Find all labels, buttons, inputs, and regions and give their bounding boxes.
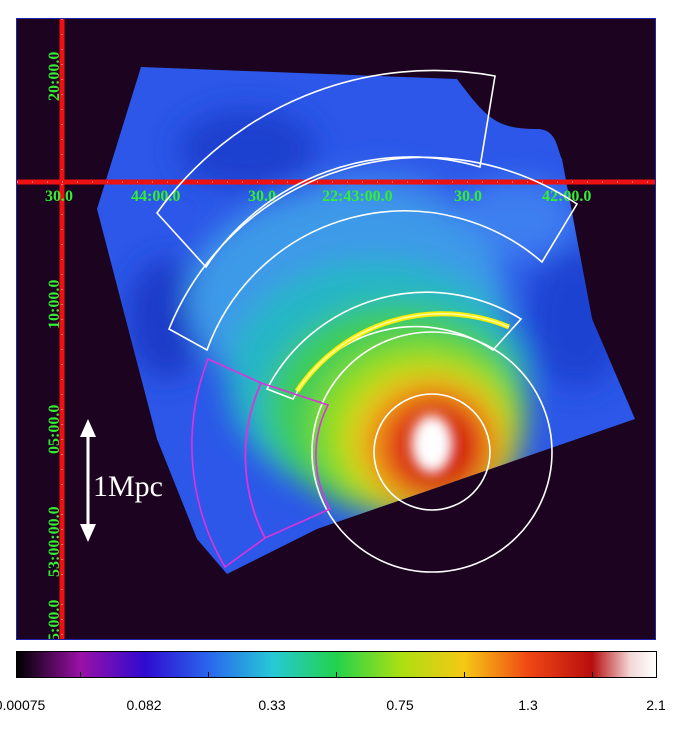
ra-label: 22:43:00.0 <box>322 188 393 205</box>
colorbar <box>16 651 657 678</box>
ra-label: 44:00.0 <box>131 188 180 205</box>
scale-bar: 1Mpc <box>80 419 163 542</box>
dec-label: 05:00.0 <box>46 405 63 454</box>
image-frame: 30.0 44:00.0 30.0 22:43:00.0 30.0 42:00.… <box>16 18 656 640</box>
colorbar-label: 2.1 <box>646 697 666 713</box>
colorbar-label: 0.00075 <box>0 697 46 713</box>
colorbar-label: 1.3 <box>518 697 538 713</box>
dec-label: 5:00.0 <box>46 600 63 640</box>
ra-label: 30.0 <box>454 188 482 205</box>
middle-sector-region <box>167 156 579 352</box>
magenta-inner-sector <box>244 382 332 540</box>
dec-label: 10:00.0 <box>46 280 63 329</box>
colorbar-label: 0.082 <box>126 697 162 713</box>
ra-label: 30.0 <box>45 188 73 205</box>
dec-label: 53:00:00.0 <box>46 506 63 577</box>
colorbar-label: 0.33 <box>258 697 286 713</box>
observed-field <box>97 67 635 574</box>
ra-label: 30.0 <box>248 188 276 205</box>
inner-circle-region <box>373 393 491 511</box>
magenta-regions <box>191 357 332 569</box>
xray-image: 30.0 44:00.0 30.0 22:43:00.0 30.0 42:00.… <box>17 19 655 640</box>
scale-bar-label: 1Mpc <box>93 470 163 503</box>
annular-regions <box>155 69 579 573</box>
colorbar-label: 0.75 <box>386 697 414 713</box>
outer-circle-region <box>311 331 553 573</box>
outer-sector-region <box>155 69 496 269</box>
dec-label: 20:00.0 <box>46 52 63 101</box>
